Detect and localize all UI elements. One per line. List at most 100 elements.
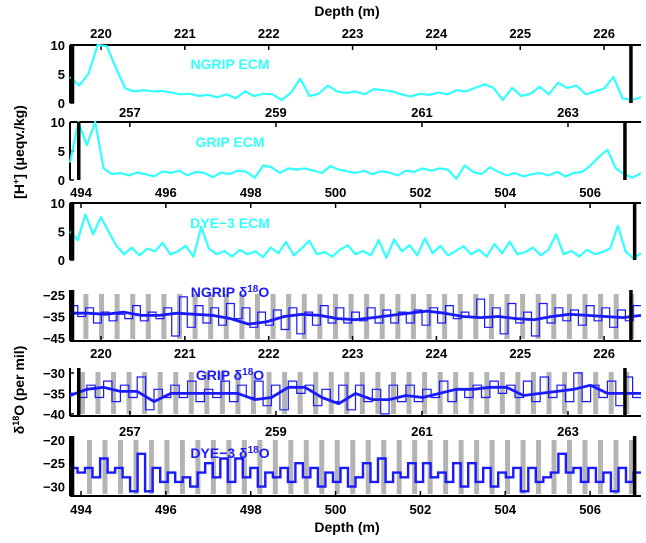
y-tick-label: 5 <box>58 144 65 159</box>
annual-layer-mark <box>375 372 381 414</box>
panel-title: GRIP ECM <box>196 134 265 150</box>
y-tick-label: 5 <box>58 67 65 82</box>
x-tick-label: 502 <box>410 502 432 517</box>
annual-layer-mark <box>593 372 599 414</box>
d18o-stair-series <box>70 452 641 493</box>
annual-layer-mark <box>536 440 542 494</box>
y-tick-label: −30 <box>43 480 65 495</box>
x-tick-label: 226 <box>593 26 615 41</box>
annual-layer-mark <box>520 294 526 339</box>
x-tick-label: 222 <box>258 26 280 41</box>
y-tick-label: 0 <box>58 96 65 111</box>
annual-layer-mark <box>395 294 401 339</box>
panel-title: DYE−3 δ18O <box>190 445 269 461</box>
x-tick-label: 225 <box>509 346 531 361</box>
annual-layer-mark <box>272 440 278 494</box>
annual-layer-mark <box>328 372 334 414</box>
annual-layer-mark <box>359 372 365 414</box>
panel-title: DYE−3 ECM <box>190 215 270 231</box>
annual-layer-mark <box>266 372 272 414</box>
annual-layer-mark <box>257 440 263 494</box>
annual-layer-mark <box>597 440 603 494</box>
annual-layer-mark <box>319 440 325 494</box>
ecm-series-line <box>69 213 642 260</box>
d18o-smoothed-line <box>70 309 642 326</box>
panel-title: NGRIP δ18O <box>191 284 270 300</box>
y-tick-label: −35 <box>43 309 65 324</box>
annual-layer-mark <box>489 440 495 494</box>
annual-layer-mark <box>484 372 490 414</box>
annual-layer-mark <box>365 440 371 494</box>
annual-layer-mark <box>396 440 402 494</box>
annual-layer-mark <box>426 294 432 339</box>
x-tick-label: 504 <box>494 185 516 200</box>
x-tick-label: 263 <box>557 424 579 439</box>
annual-layer-mark <box>613 440 619 494</box>
annual-layer-mark <box>582 440 588 494</box>
panel-dye3-d18o: −20 −25 −30 494 496 498 500 502 504 506 DYE−3 δ18O <box>43 433 641 517</box>
annual-layer-mark <box>350 440 356 494</box>
x-tick-label: 500 <box>325 502 347 517</box>
x-tick-label: 494 <box>70 502 92 517</box>
x-tick-label: 498 <box>240 502 262 517</box>
panel-ngrip-d18o: −25 −35 −45 220 221 222 223 224 225 226 NGRIP δ18O <box>43 284 642 361</box>
panel-title: GRIP δ18O <box>196 367 264 383</box>
annual-layer-mark <box>303 440 309 494</box>
x-tick-label: 224 <box>426 346 448 361</box>
panel-dye3-ecm: 0 5 10 494 496 498 500 502 504 506 DYE−3 ECM <box>51 185 642 268</box>
panel-ngrip-ecm: 0 5 10 220 221 222 223 224 225 226 NGRIP ECM <box>51 26 642 111</box>
x-tick-label: 263 <box>557 105 579 120</box>
d18o-stair-series <box>70 372 641 415</box>
d18o-smoothed-line <box>69 383 641 406</box>
y-tick-label: −20 <box>43 433 65 448</box>
x-tick-label: 496 <box>155 502 177 517</box>
x-tick-label: 221 <box>174 346 196 361</box>
annual-layer-mark <box>406 372 412 414</box>
annual-layer-mark <box>157 372 163 414</box>
annual-layer-mark <box>288 440 294 494</box>
panel-title: NGRIP ECM <box>190 56 269 72</box>
annual-layer-mark <box>468 372 474 414</box>
annual-layer-mark <box>79 372 85 414</box>
annual-layer-mark <box>422 372 428 414</box>
x-tick-label: 223 <box>342 346 364 361</box>
y-axis-label-ecm: [H+] (μeqv./kg) <box>11 105 27 199</box>
x-tick-label: 259 <box>265 424 287 439</box>
x-tick-label: 259 <box>265 105 287 120</box>
annual-layer-mark <box>381 440 387 494</box>
y-tick-label: −25 <box>43 288 65 303</box>
annual-layer-mark <box>566 294 572 339</box>
annual-layer-mark <box>164 440 170 494</box>
x-tick-label: 226 <box>593 346 615 361</box>
annual-layer-mark <box>453 372 459 414</box>
bottom-x-axis-label: Depth (m) <box>314 519 379 535</box>
y-tick-label: 0 <box>58 173 65 188</box>
annual-layer-mark <box>535 294 541 339</box>
y-tick-label: 0 <box>58 253 65 268</box>
x-tick-label: 224 <box>426 26 448 41</box>
annual-layer-mark <box>195 440 201 494</box>
annual-layer-mark <box>250 372 256 414</box>
x-tick-label: 504 <box>494 502 516 517</box>
x-tick-label: 500 <box>325 185 347 200</box>
y-tick-label: −35 <box>43 386 65 401</box>
annual-layer-mark <box>111 372 117 414</box>
y-tick-label: −45 <box>43 331 65 346</box>
annual-layer-mark <box>179 440 185 494</box>
panel-grip-d18o: −30 −35 −40 257 259 261 263 GRIP δ18O <box>43 366 641 439</box>
x-tick-label: 261 <box>411 424 433 439</box>
x-tick-label: 220 <box>90 346 112 361</box>
y-tick-label: 10 <box>51 38 65 53</box>
y-tick-label: 10 <box>51 196 65 211</box>
annual-layer-mark <box>282 372 288 414</box>
annual-layer-mark <box>142 372 148 414</box>
annual-layer-mark <box>562 372 568 414</box>
annual-layer-mark <box>577 372 583 414</box>
x-tick-label: 223 <box>342 26 364 41</box>
ecm-series-line <box>68 120 642 180</box>
annual-layer-mark <box>442 294 448 339</box>
x-tick-label: 498 <box>240 185 262 200</box>
annual-layer-mark <box>567 440 573 494</box>
x-tick-label: 221 <box>174 26 196 41</box>
